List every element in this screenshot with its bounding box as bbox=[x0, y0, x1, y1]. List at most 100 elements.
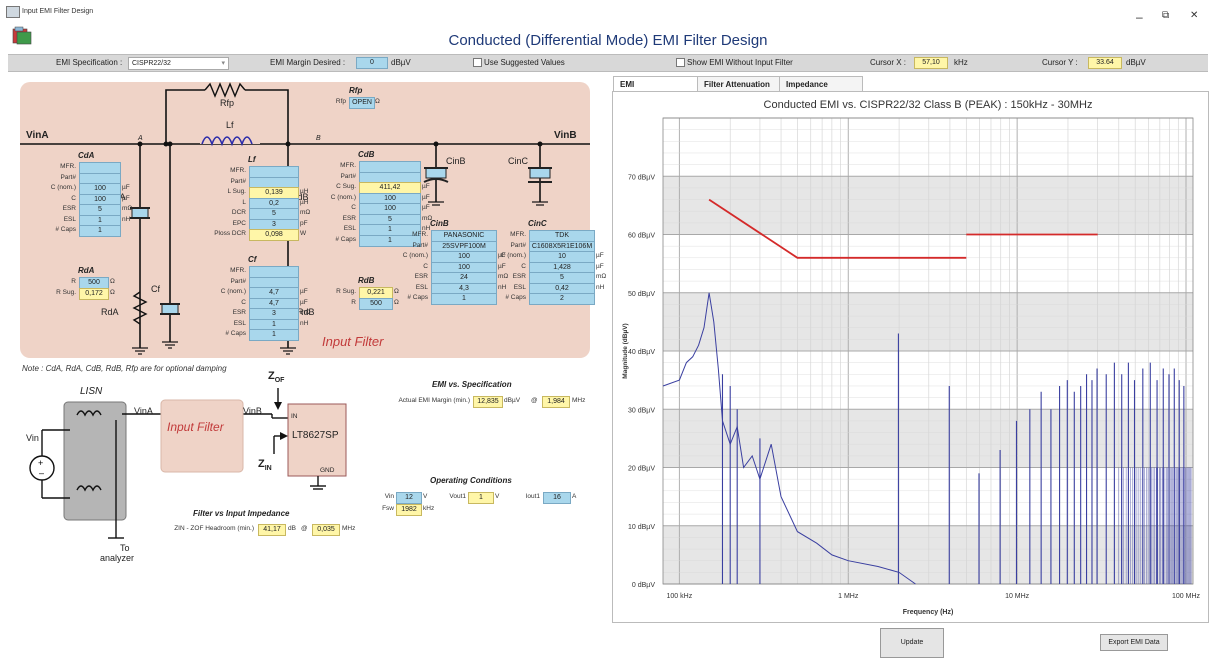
use-suggested-label: Use Suggested Values bbox=[484, 58, 565, 67]
cinc-row-label: C (nom.) bbox=[500, 252, 526, 259]
lf-row-value: 0,098 bbox=[249, 229, 299, 241]
headroom-at: @ bbox=[301, 525, 308, 532]
fsw-unit: kHz bbox=[423, 505, 435, 512]
cdb-symbol-label: CdB bbox=[291, 192, 309, 202]
cda-row-label: C bbox=[71, 194, 76, 202]
cursor-y-label: Cursor Y : bbox=[1042, 58, 1078, 67]
cinc-row-label: Part# bbox=[510, 241, 526, 249]
cdb-row-unit: mΩ bbox=[422, 214, 433, 222]
damping-note: Note : CdA, RdA, CdB, RdB, Rfp are for o… bbox=[22, 364, 227, 373]
emi-margin-label: Actual EMI Margin (min.) bbox=[398, 397, 470, 404]
rda-row-value[interactable]: 500 bbox=[79, 277, 109, 289]
cinc-row-value[interactable]: 2 bbox=[529, 293, 595, 305]
emi-spec-select[interactable]: CISPR22/32 ▾ bbox=[128, 57, 229, 70]
cinb-row-unit: µF bbox=[498, 252, 506, 259]
emi-at-label: @ bbox=[531, 397, 538, 404]
vout-unit: V bbox=[495, 493, 500, 500]
lf-row-label: Ploss DCR bbox=[214, 230, 246, 237]
cf-row-value[interactable]: 1 bbox=[249, 329, 299, 341]
cinc-row-label: C bbox=[521, 262, 526, 270]
page-title: Conducted (Differential Mode) EMI Filter… bbox=[448, 32, 768, 49]
lisn-label: LISN bbox=[80, 386, 103, 397]
iout-input[interactable]: 16 bbox=[543, 492, 571, 504]
cinb-row-label: ESL bbox=[415, 283, 428, 291]
lf-row-unit: µH bbox=[300, 188, 309, 195]
lower-input-filter-label: Input Filter bbox=[167, 420, 224, 434]
rdb-row-unit: Ω bbox=[394, 298, 399, 306]
cdb-row-label: C (nom.) bbox=[330, 193, 356, 201]
rfp-input[interactable]: OPEN bbox=[349, 97, 375, 109]
cinc-row-label: ESL bbox=[513, 283, 526, 291]
cda-row-value[interactable]: 1 bbox=[79, 225, 121, 237]
lf-row-unit: mΩ bbox=[300, 209, 311, 216]
rda-title: RdA bbox=[78, 266, 95, 275]
lf-row-label: DCR bbox=[231, 209, 246, 216]
rfp-symbol-label: Rfp bbox=[220, 98, 235, 108]
operating-title: Operating Conditions bbox=[430, 476, 512, 485]
emi-chart[interactable]: Conducted EMI vs. CISPR22/32 Class B (PE… bbox=[613, 92, 1207, 620]
settings-toolbar: EMI Specification : CISPR22/32 ▾ EMI Mar… bbox=[8, 54, 1208, 72]
show-without-filter-checkbox[interactable] bbox=[676, 58, 685, 67]
iout-label: Iout1 bbox=[525, 493, 540, 500]
cinb-row-value[interactable]: 1 bbox=[431, 293, 497, 305]
rfp-unit: Ω bbox=[375, 98, 380, 105]
cursor-x-unit: kHz bbox=[954, 58, 968, 67]
lf-title: Lf bbox=[248, 155, 256, 164]
headroom-unit: dB bbox=[288, 525, 296, 532]
cf-row-label: ESL bbox=[233, 319, 246, 327]
cf-title: Cf bbox=[248, 255, 257, 264]
y-tick-label: 10 dBµV bbox=[628, 524, 655, 531]
lower-vina-label: VinA bbox=[134, 406, 153, 416]
rdb-row-label: R Sug. bbox=[336, 288, 356, 295]
cinc-row-value[interactable]: TDK bbox=[529, 230, 595, 242]
minimize-button[interactable]: – bbox=[1136, 10, 1143, 24]
cda-row-unit: nH bbox=[122, 215, 131, 223]
cinc-title: CinC bbox=[528, 219, 547, 228]
cinb-row-label: MFR. bbox=[412, 231, 428, 238]
vin-input[interactable]: 12 bbox=[396, 492, 422, 504]
calculator-icon[interactable] bbox=[10, 26, 36, 48]
cda-row-unit: µF bbox=[122, 194, 130, 202]
lf-row-unit: pF bbox=[300, 219, 308, 227]
rdb-row-value[interactable]: 500 bbox=[359, 297, 393, 310]
cf-row-label: # Caps bbox=[225, 330, 246, 337]
cursor-x-label: Cursor X : bbox=[870, 58, 907, 67]
system-schematic: + – bbox=[29, 388, 347, 539]
node-a-label: A bbox=[138, 135, 143, 142]
close-button[interactable]: ✕ bbox=[1190, 10, 1199, 21]
lf-row-label: MFR. bbox=[230, 167, 246, 174]
cinb-row-label: Part# bbox=[412, 241, 428, 249]
ground-icon bbox=[132, 201, 548, 355]
margin-input[interactable]: 0 bbox=[356, 57, 388, 69]
emi-margin-freq: 1,984 bbox=[542, 396, 570, 408]
rdb-row-unit: Ω bbox=[394, 288, 399, 295]
cf-row-label: C (nom.) bbox=[220, 288, 246, 295]
margin-unit: dBµV bbox=[391, 58, 411, 67]
export-emi-data-button[interactable]: Export EMI Data bbox=[1100, 634, 1168, 651]
vout-value: 1 bbox=[468, 492, 494, 504]
cinb-row-label: # Caps bbox=[407, 294, 428, 301]
y-tick-label: 30 dBµV bbox=[628, 407, 655, 414]
input-filter-label: Input Filter bbox=[322, 334, 384, 349]
x-tick-label: 100 kHz bbox=[667, 593, 693, 600]
cinc-row-unit: µF bbox=[596, 252, 604, 259]
update-button[interactable]: Update bbox=[880, 628, 944, 658]
cinb-title: CinB bbox=[430, 219, 449, 228]
chart-plot-area bbox=[662, 117, 1194, 585]
restore-button[interactable]: ⧉ bbox=[1162, 10, 1170, 21]
chart-band bbox=[663, 176, 1193, 235]
headroom-freq-unit: MHz bbox=[342, 525, 356, 532]
impedance-title: Filter vs Input Impedance bbox=[193, 509, 290, 518]
use-suggested-checkbox[interactable] bbox=[473, 58, 482, 67]
cinb-symbol-label: CinB bbox=[446, 156, 466, 166]
input-filter-block bbox=[160, 399, 244, 473]
cdb-row-value[interactable]: 1 bbox=[359, 234, 421, 247]
pin-in-label: IN bbox=[291, 413, 298, 420]
lt8627sp-block bbox=[287, 403, 347, 477]
lf-row-unit: W bbox=[300, 230, 307, 237]
cursor-x-value: 57,10 bbox=[914, 57, 948, 69]
cursor-y-unit: dBµV bbox=[1126, 58, 1146, 67]
vin-label: Vin bbox=[384, 493, 394, 500]
chart-title: Conducted EMI vs. CISPR22/32 Class B (PE… bbox=[764, 99, 1093, 111]
rdb-symbol-label: RdB bbox=[297, 307, 315, 317]
